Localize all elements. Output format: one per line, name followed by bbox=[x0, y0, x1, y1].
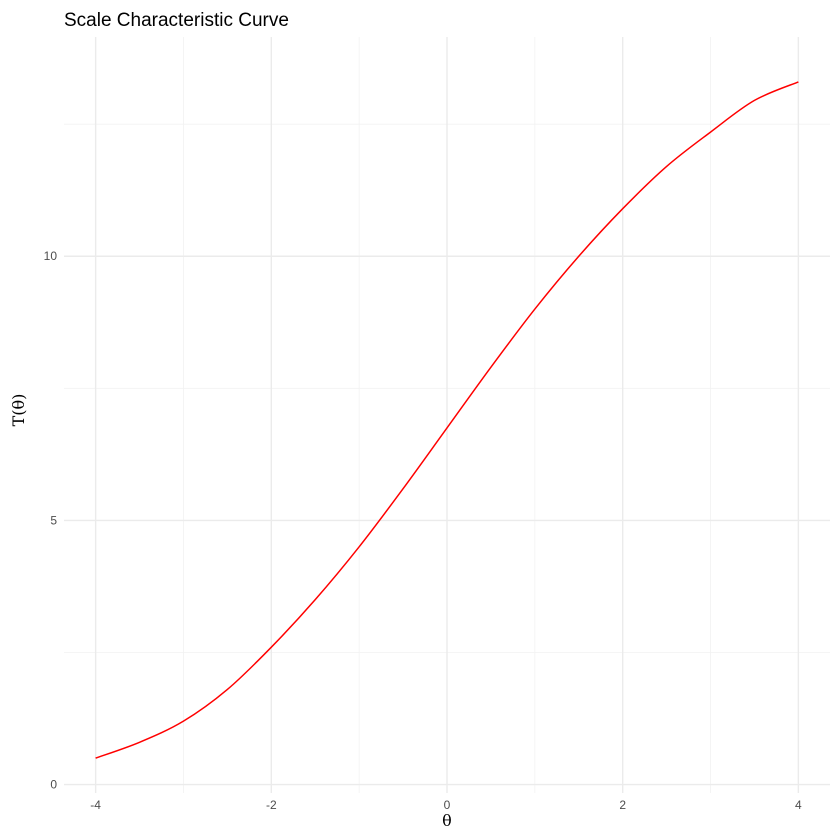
x-tick-label: 0 bbox=[444, 798, 451, 812]
chart-title: Scale Characteristic Curve bbox=[64, 10, 289, 31]
y-tick-label: 0 bbox=[50, 778, 57, 792]
x-tick-label: -4 bbox=[90, 798, 101, 812]
series-line bbox=[95, 81, 799, 759]
series-lines bbox=[95, 81, 799, 759]
grid bbox=[64, 37, 830, 793]
x-tick-label: 4 bbox=[795, 798, 802, 812]
tick-labels: -4 -2 0 2 4 0 5 10 bbox=[44, 249, 802, 812]
x-axis-label: θ bbox=[442, 811, 452, 830]
y-axis-label: T(θ) bbox=[9, 394, 28, 427]
x-tick-label: -2 bbox=[266, 798, 277, 812]
y-tick-label: 5 bbox=[50, 513, 57, 527]
x-tick-label: 2 bbox=[619, 798, 626, 812]
y-tick-label: 10 bbox=[44, 249, 58, 263]
